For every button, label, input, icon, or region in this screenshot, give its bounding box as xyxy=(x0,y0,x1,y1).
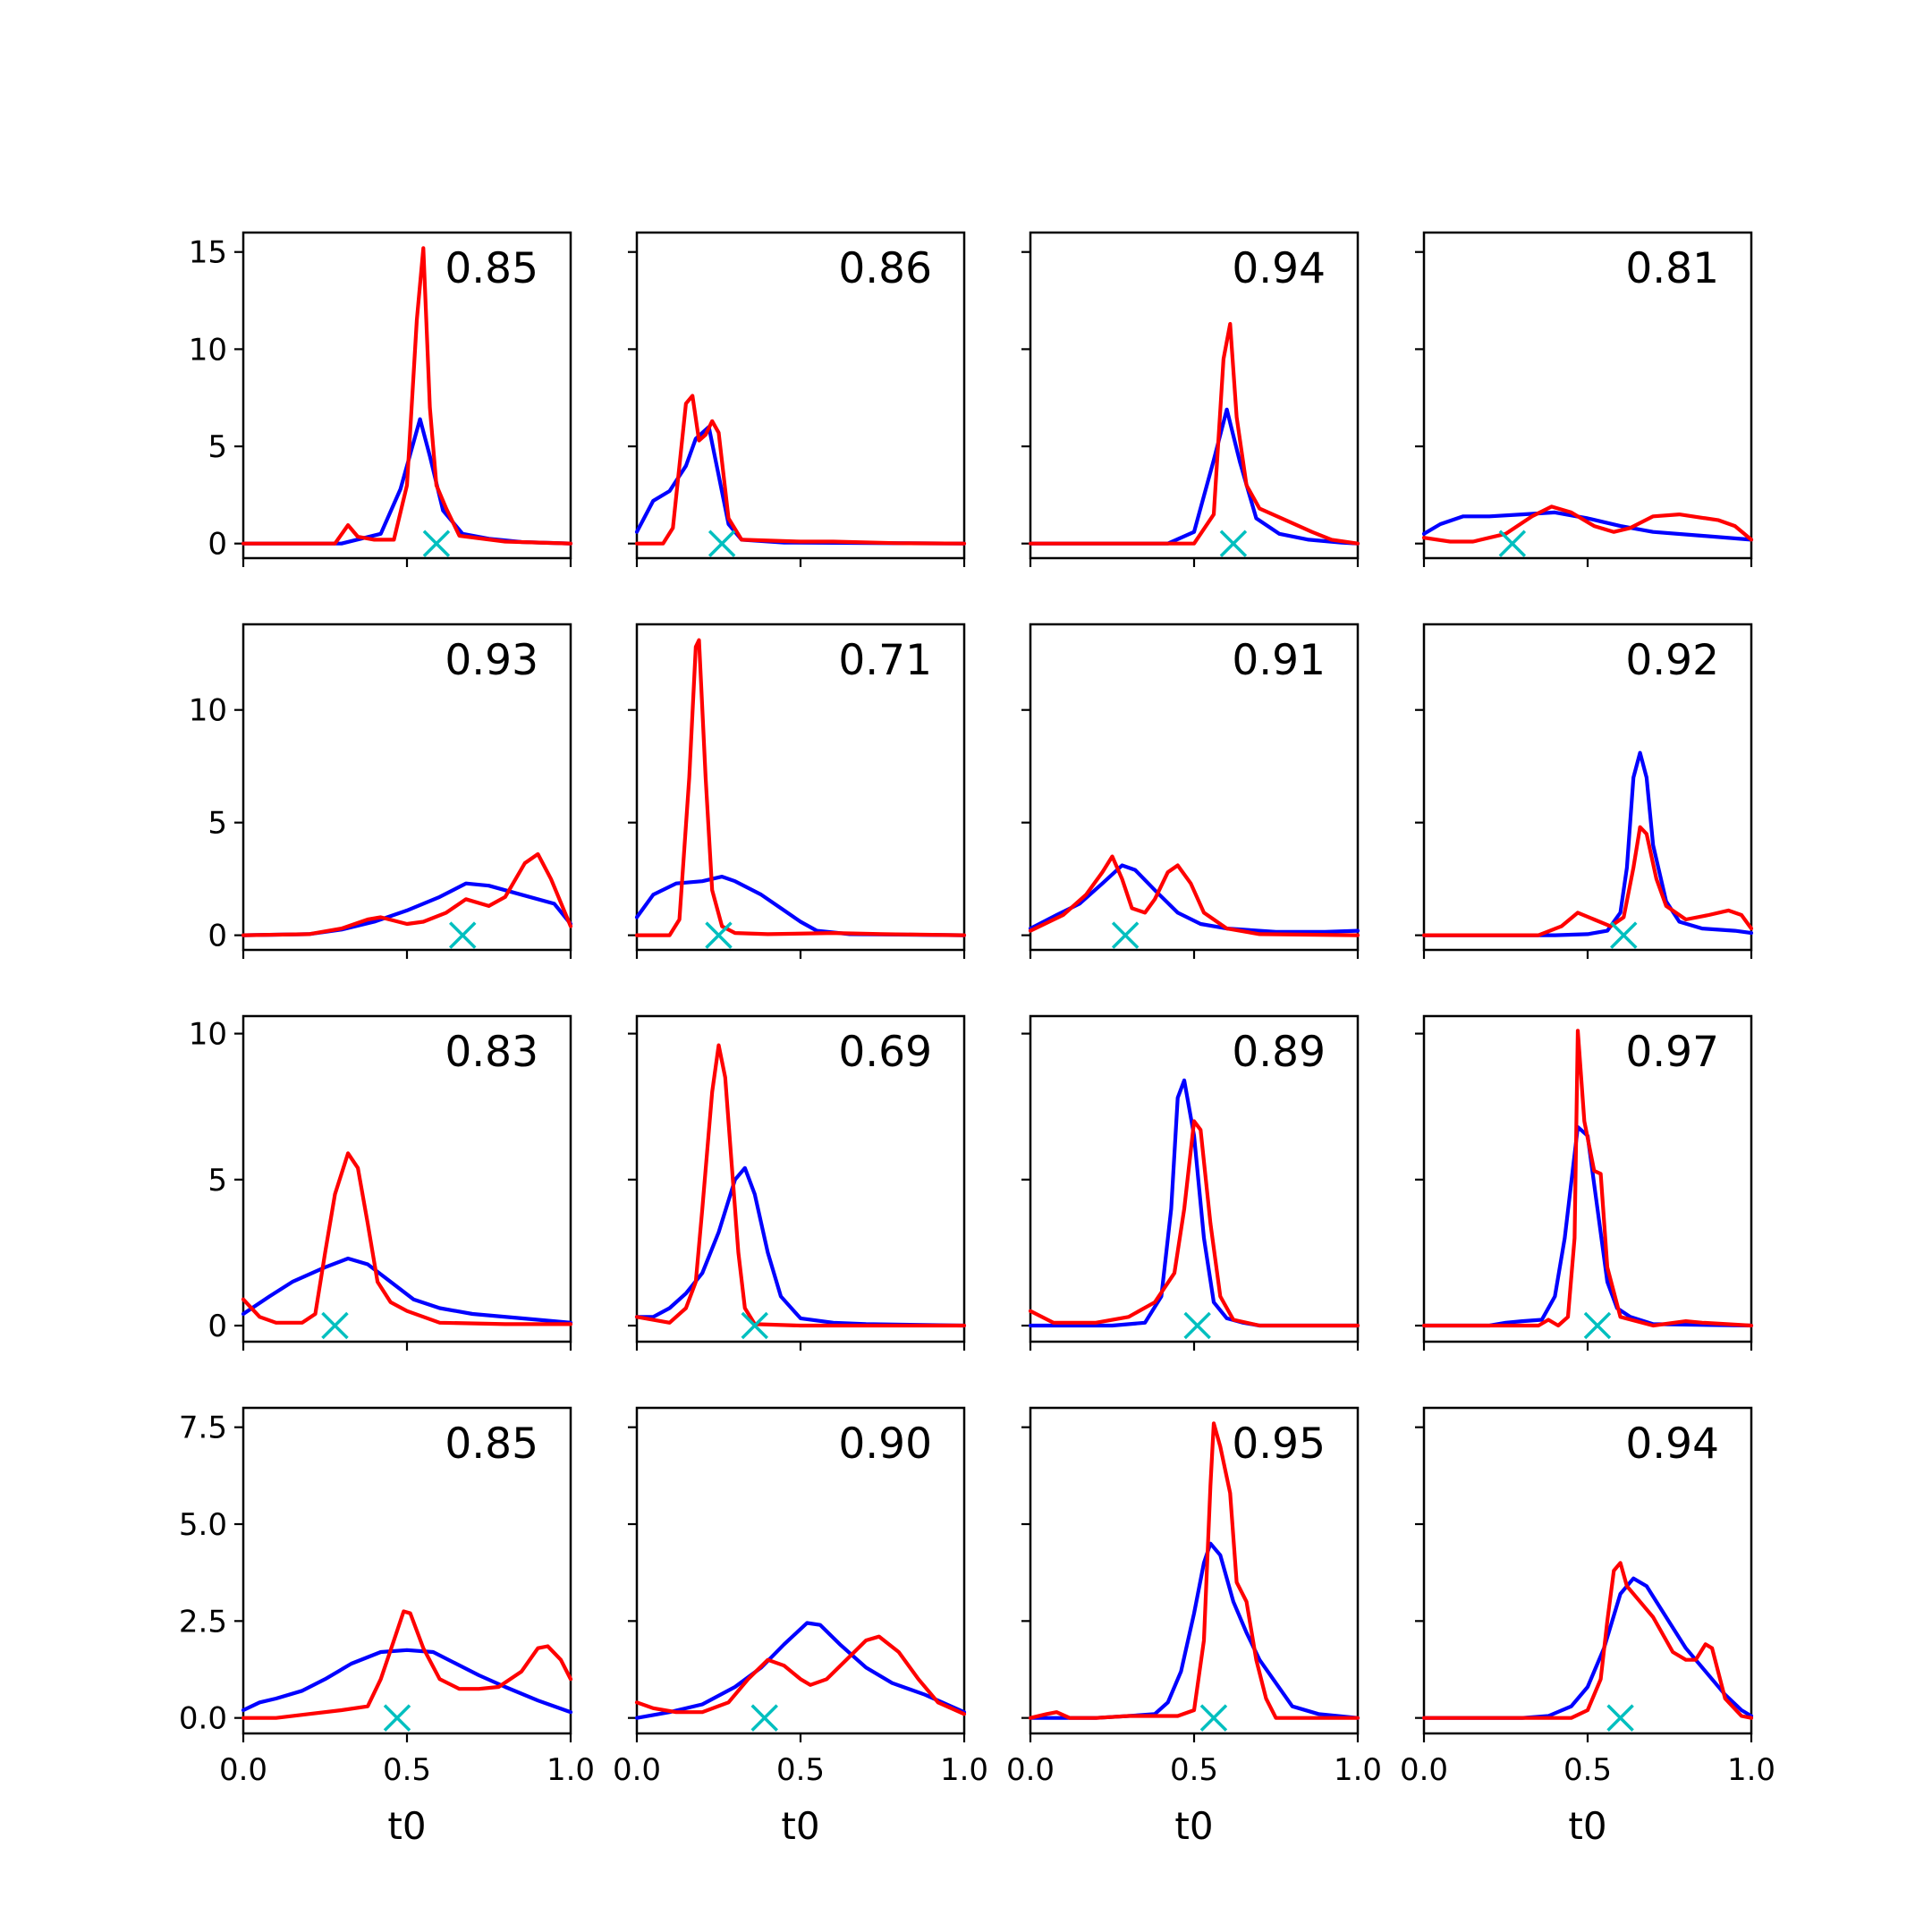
panel-4-2-x-marker xyxy=(750,1704,778,1732)
panel-3-2-red-series-line xyxy=(634,1043,967,1328)
panel-3-1-score-label: 0.83 xyxy=(445,1028,538,1077)
panel-1-3-blue-series-line xyxy=(1028,407,1360,546)
panel-3-4-blue-series-line xyxy=(1421,1125,1754,1328)
panel-4-2-xtick-label: 1.0 xyxy=(940,1752,988,1788)
panel-1-1-red-series-line xyxy=(241,246,573,546)
panel-1-2-score-label: 0.86 xyxy=(838,244,932,293)
panel-3-1-ytick-label: 10 xyxy=(189,1017,227,1053)
panel-4-3-score-label: 0.95 xyxy=(1232,1419,1326,1469)
panel-4-4-blue-series-line xyxy=(1421,1576,1754,1720)
panel-2-2-blue-series-line xyxy=(634,875,967,937)
panel-4-3-xtick-label: 1.0 xyxy=(1334,1752,1382,1788)
panel-3-4-red-series-line xyxy=(1421,1029,1754,1328)
panel-2-1-ytick-label: 5 xyxy=(208,806,227,842)
panel-4-1-ytick-label: 0.0 xyxy=(179,1701,227,1737)
panel-2-1-x-marker xyxy=(448,921,477,949)
panel-4-3-x-marker xyxy=(1199,1704,1228,1732)
panel-4-4-xtick-label: 0.0 xyxy=(1400,1752,1448,1788)
panel-4-3-red-series-line xyxy=(1028,1421,1360,1720)
panel-3-3-x-marker xyxy=(1183,1311,1211,1340)
panel-4-3-blue-series-line xyxy=(1028,1541,1360,1720)
panel-2-4-score-label: 0.92 xyxy=(1625,636,1719,685)
panel-4-3-xtick-label: 0.5 xyxy=(1170,1752,1218,1788)
panel-3-2-score-label: 0.69 xyxy=(838,1028,932,1077)
panel-4-1-ytick-label: 2.5 xyxy=(179,1604,227,1640)
panel-2-1-score-label: 0.93 xyxy=(445,636,538,685)
panel-2-2-score-label: 0.71 xyxy=(838,636,932,685)
panel-3-4-score-label: 0.97 xyxy=(1625,1028,1719,1077)
panel-3-1-blue-series-line xyxy=(241,1256,573,1325)
panel-1-3-red-series-line xyxy=(1028,322,1360,546)
panel-2-3-red-series-line xyxy=(1028,854,1360,937)
panel-2-2-red-series-line xyxy=(634,638,967,937)
panel-1-1-ytick-label: 15 xyxy=(189,235,227,271)
panel-4-2-red-series-line xyxy=(634,1634,967,1716)
panel-1-3-x-marker xyxy=(1219,530,1248,557)
panel-2-1-blue-series-line xyxy=(241,881,573,937)
panel-4-2-xtick-label: 0.0 xyxy=(613,1752,661,1788)
panel-4-1-score-label: 0.85 xyxy=(445,1419,538,1469)
panel-3-3-blue-series-line xyxy=(1028,1078,1360,1328)
panel-3-2-blue-series-line xyxy=(634,1165,967,1328)
panel-4-2-xtick-label: 0.5 xyxy=(776,1752,825,1788)
panel-4-4-x-marker xyxy=(1606,1704,1634,1732)
panel-4-1-blue-series-line xyxy=(241,1648,573,1715)
panel-1-4-red-series-line xyxy=(1421,504,1754,544)
panel-4-4-xtick-label: 1.0 xyxy=(1727,1752,1775,1788)
panel-4-1-xtick-label: 1.0 xyxy=(547,1752,595,1788)
panel-3-1-ytick-label: 0 xyxy=(208,1309,227,1344)
panel-1-1-x-marker xyxy=(422,530,451,557)
panel-1-1-ytick-label: 0 xyxy=(208,527,227,563)
panel-3-1-x-marker xyxy=(321,1311,349,1340)
panel-3-1-red-series-line xyxy=(241,1151,573,1326)
panel-1-2-red-series-line xyxy=(634,394,967,546)
panel-3-3-score-label: 0.89 xyxy=(1232,1028,1326,1077)
panel-2-4-blue-series-line xyxy=(1421,750,1754,937)
panel-4-1-red-series-line xyxy=(241,1609,573,1720)
panel-2-4-x-marker xyxy=(1610,921,1638,949)
panel-1-4-blue-series-line xyxy=(1421,510,1754,542)
panel-2-3-score-label: 0.91 xyxy=(1232,636,1326,685)
panel-4-1-xtick-label: 0.5 xyxy=(383,1752,431,1788)
panel-2-3-blue-series-line xyxy=(1028,863,1360,934)
panel-4-4-xlabel: t0 xyxy=(1568,1804,1606,1848)
panel-3-1-ytick-label: 5 xyxy=(208,1163,227,1199)
panel-1-2-x-marker xyxy=(708,530,736,557)
panel-4-3-xlabel: t0 xyxy=(1174,1804,1213,1848)
panel-4-2-xlabel: t0 xyxy=(781,1804,819,1848)
panel-3-2-x-marker xyxy=(741,1311,768,1340)
panel-1-1-score-label: 0.85 xyxy=(445,244,538,293)
panel-2-1-ytick-label: 0 xyxy=(208,919,227,954)
panel-4-2-blue-series-line xyxy=(634,1621,967,1720)
panel-1-1-ytick-label: 10 xyxy=(189,332,227,368)
panel-1-3-score-label: 0.94 xyxy=(1232,244,1326,293)
panel-4-1-ytick-label: 5.0 xyxy=(179,1507,227,1543)
panel-4-2-score-label: 0.90 xyxy=(838,1419,932,1469)
panel-1-4-score-label: 0.81 xyxy=(1625,244,1719,293)
panel-4-4-red-series-line xyxy=(1421,1561,1754,1720)
panel-1-4-x-marker xyxy=(1498,530,1527,557)
panel-2-2-x-marker xyxy=(705,921,733,949)
panel-2-3-x-marker xyxy=(1111,921,1140,949)
panel-4-4-xtick-label: 0.5 xyxy=(1563,1752,1612,1788)
panel-2-1-ytick-label: 10 xyxy=(189,693,227,729)
panel-4-1-xlabel: t0 xyxy=(387,1804,426,1848)
panel-4-1-ytick-label: 7.5 xyxy=(179,1411,227,1446)
panel-3-3-red-series-line xyxy=(1028,1119,1360,1328)
panel-4-4-score-label: 0.94 xyxy=(1625,1419,1719,1469)
panel-1-1-ytick-label: 5 xyxy=(208,429,227,465)
panel-3-4-x-marker xyxy=(1583,1311,1612,1340)
panel-4-1-x-marker xyxy=(383,1704,411,1732)
panel-1-2-blue-series-line xyxy=(634,425,967,546)
panel-2-4-red-series-line xyxy=(1421,825,1754,937)
panel-2-1-red-series-line xyxy=(241,852,573,937)
panel-4-3-xtick-label: 0.0 xyxy=(1006,1752,1055,1788)
panel-4-1-xtick-label: 0.0 xyxy=(219,1752,267,1788)
